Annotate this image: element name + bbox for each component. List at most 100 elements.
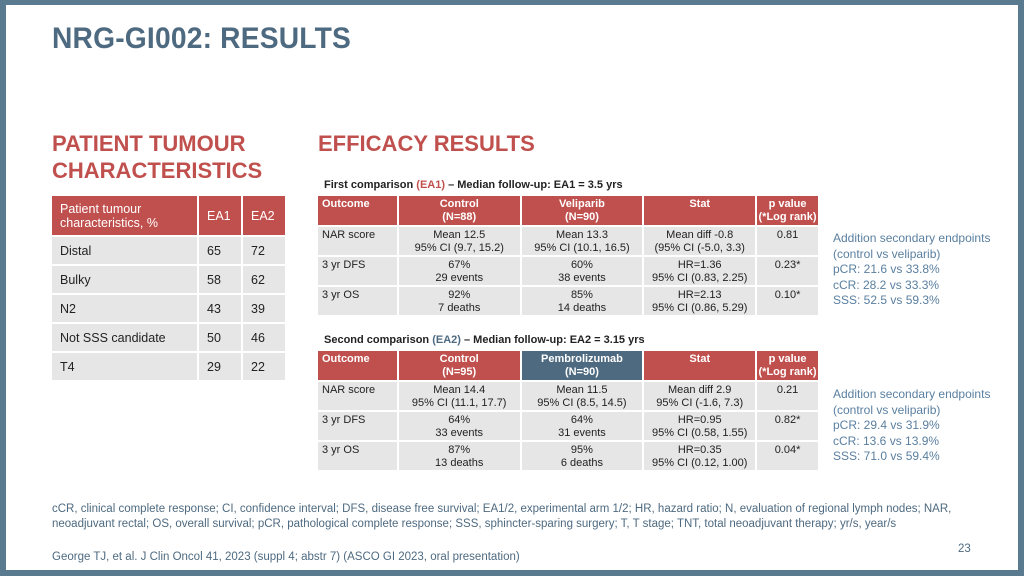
line: HR=1.36 bbox=[677, 259, 722, 271]
page-number: 23 bbox=[958, 543, 971, 555]
line: (N=95) bbox=[442, 366, 477, 378]
line: Mean diff 2.9 bbox=[668, 384, 732, 396]
line: Mean 13.3 bbox=[555, 229, 608, 241]
pvalue-cell: 0.10* bbox=[756, 286, 820, 317]
table-cell: 29 bbox=[198, 352, 243, 382]
stat-cell: HR=1.36 95% CI (0.83, 2.25) bbox=[643, 256, 758, 287]
label-prefix: First comparison bbox=[324, 179, 417, 191]
label-suffix: – Median follow-up: EA2 = 3.15 yrs bbox=[460, 334, 645, 346]
table-row: Bulky 58 62 bbox=[52, 265, 287, 295]
table-cell: Bulky bbox=[52, 265, 199, 295]
control-cell: 92% 7 deaths bbox=[397, 286, 522, 317]
table-cell: Distal bbox=[52, 236, 199, 266]
line: HR=0.95 bbox=[677, 414, 722, 426]
table-header-row: Outcome Control (N=95) Pembrolizumab (N=90… bbox=[318, 351, 820, 382]
line: Mean diff -0.8 bbox=[666, 229, 734, 241]
line: (95% CI (-5.0, 3.3) bbox=[654, 242, 745, 254]
line: 85% bbox=[570, 289, 593, 301]
arm-tag: (EA1) bbox=[416, 179, 446, 191]
tumour-characteristics-table: Patient tumour characteristics, % EA1 EA… bbox=[52, 196, 287, 382]
line: 64% bbox=[570, 414, 593, 426]
line: p value bbox=[768, 353, 807, 365]
table-cell: Not SSS candidate bbox=[52, 323, 199, 353]
abbreviations-footnote: cCR, clinical complete response; CI, con… bbox=[52, 503, 952, 530]
note-line: cCR: 28.2 vs 33.3% bbox=[833, 277, 940, 292]
line: 95% CI (8.5, 14.5) bbox=[537, 397, 627, 409]
header-outcome: Outcome bbox=[318, 196, 399, 227]
line: Mean 14.4 bbox=[433, 384, 486, 396]
control-cell: 67% 29 events bbox=[397, 256, 522, 287]
line: 95% bbox=[570, 444, 593, 456]
line: 29 events bbox=[435, 272, 484, 284]
arm-cell: 64% 31 events bbox=[520, 411, 645, 442]
control-cell: 87% 13 deaths bbox=[397, 441, 522, 472]
outcome-cell: 3 yr OS bbox=[318, 286, 399, 317]
efficacy-section-heading: EFFICACY RESULTS bbox=[318, 131, 535, 156]
line: 60% bbox=[570, 259, 593, 271]
label-prefix: Second comparison bbox=[324, 334, 433, 346]
pvalue-cell: 0.81 bbox=[756, 226, 820, 257]
line: Veliparib bbox=[559, 198, 605, 210]
table-row: Distal 65 72 bbox=[52, 236, 287, 266]
stat-cell: HR=2.13 95% CI (0.86, 5.29) bbox=[643, 286, 758, 317]
header-pvalue: p value (*Log rank) bbox=[756, 351, 820, 382]
line: 31 events bbox=[558, 427, 606, 439]
pvalue-cell: 0.04* bbox=[756, 441, 820, 472]
header-arm: Veliparib (N=90) bbox=[520, 196, 645, 227]
table-header-row: Patient tumour characteristics, % EA1 EA… bbox=[52, 196, 287, 237]
second-secondary-endpoints-note: Addition secondary endpoints (control vs… bbox=[833, 387, 990, 465]
line: 64% bbox=[448, 414, 471, 426]
table-row: NAR score Mean 12.5 95% CI (9.7, 15.2) Me… bbox=[318, 226, 820, 257]
line: 6 deaths bbox=[560, 457, 604, 469]
table-cell: 65 bbox=[198, 236, 243, 266]
line: Mean 12.5 bbox=[433, 229, 486, 241]
line: 95% CI (0.58, 1.55) bbox=[652, 427, 748, 439]
header-outcome: Outcome bbox=[318, 351, 399, 382]
note-line: Addition secondary endpoints bbox=[833, 231, 991, 245]
header-control: Control (N=95) bbox=[397, 351, 522, 382]
stat-cell: HR=0.35 95% CI (0.12, 1.00) bbox=[643, 441, 758, 472]
arm-tag: (EA2) bbox=[432, 334, 461, 346]
line: Control bbox=[439, 353, 479, 365]
line: 87% bbox=[448, 444, 471, 456]
stat-cell: HR=0.95 95% CI (0.58, 1.55) bbox=[643, 411, 758, 442]
header-pvalue: p value (*Log rank) bbox=[756, 196, 820, 227]
table-cell: 58 bbox=[198, 265, 243, 295]
line: Pembrolizumab bbox=[540, 353, 623, 365]
header-cell: Patient tumour characteristics, % bbox=[52, 196, 199, 237]
line: 7 deaths bbox=[438, 302, 481, 314]
outcome-cell: NAR score bbox=[318, 381, 399, 412]
note-line: cCR: 13.6 vs 13.9% bbox=[833, 433, 940, 448]
line: (N=90) bbox=[564, 366, 599, 378]
table-row: 3 yr OS 87% 13 deaths 95% 6 deaths HR=0.35… bbox=[318, 441, 820, 472]
line: 33 events bbox=[435, 427, 484, 439]
table-cell: 39 bbox=[242, 294, 287, 324]
table-cell: 46 bbox=[242, 323, 287, 353]
table-cell: 50 bbox=[198, 323, 243, 353]
line: 38 events bbox=[558, 272, 606, 284]
table-row: N2 43 39 bbox=[52, 294, 287, 324]
slide-title: NRG-GI002: RESULTS bbox=[52, 22, 352, 55]
line: p value bbox=[768, 198, 807, 210]
arm-cell: Mean 11.5 95% CI (8.5, 14.5) bbox=[520, 381, 645, 412]
line: 95% CI (10.1, 16.5) bbox=[534, 242, 630, 254]
arm-cell: 60% 38 events bbox=[520, 256, 645, 287]
pvalue-cell: 0.82* bbox=[756, 411, 820, 442]
line: 13 deaths bbox=[435, 457, 484, 469]
header-cell: EA1 bbox=[198, 196, 243, 237]
line: HR=2.13 bbox=[677, 289, 722, 301]
line: 95% CI (0.86, 5.29) bbox=[652, 302, 748, 314]
header-stat: Stat bbox=[643, 351, 758, 382]
note-line: SSS: 52.5 vs 59.3% bbox=[833, 293, 940, 307]
note-line: pCR: 21.6 vs 33.8% bbox=[833, 262, 940, 276]
header-control: Control (N=88) bbox=[397, 196, 522, 227]
note-line: (control vs veliparib) bbox=[833, 402, 941, 417]
line: (N=88) bbox=[442, 211, 477, 223]
line: 95% CI (9.7, 15.2) bbox=[414, 242, 504, 254]
table-row: 3 yr OS 92% 7 deaths 85% 14 deaths HR=2.13… bbox=[318, 286, 820, 317]
table-cell: T4 bbox=[52, 352, 199, 382]
table-row: Not SSS candidate 50 46 bbox=[52, 323, 287, 353]
note-line: pCR: 29.4 vs 31.9% bbox=[833, 418, 940, 432]
table-cell: 22 bbox=[242, 352, 287, 382]
